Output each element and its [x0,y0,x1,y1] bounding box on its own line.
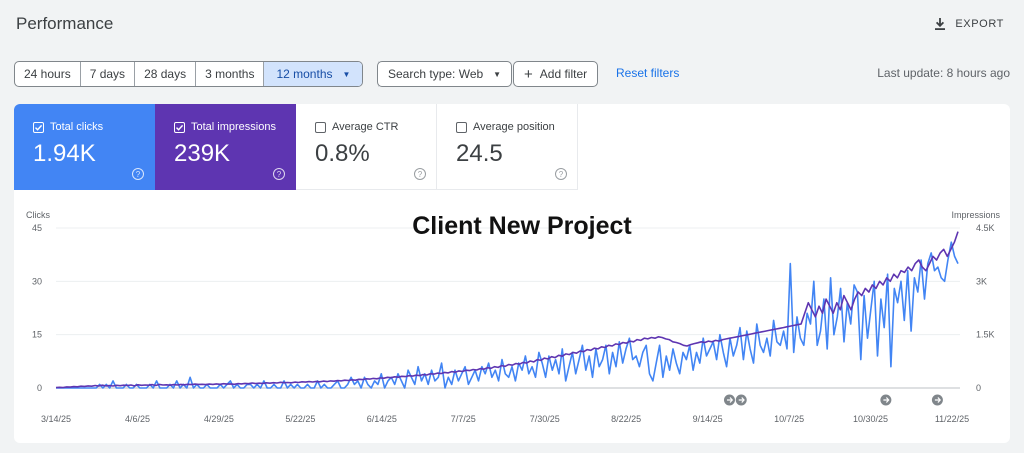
x-tick-label: 5/22/25 [285,414,315,424]
metric-average-position[interactable]: Average position 24.5 ? [437,104,578,190]
caret-down-icon: ▼ [493,69,502,79]
x-tick-label: 10/7/25 [774,414,804,424]
caret-down-icon: ▼ [342,69,351,79]
range-7-days[interactable]: 7 days [81,62,136,86]
x-tick-label: 7/30/25 [530,414,560,424]
series-line-impressions [55,231,959,389]
help-icon[interactable]: ? [414,168,426,180]
x-tick-label: 8/22/25 [611,414,641,424]
help-icon[interactable]: ? [273,168,285,180]
page-title: Performance [16,14,114,33]
note-icon [726,397,734,403]
toolbar: 24 hours 7 days 28 days 3 months 12 mont… [14,61,1010,87]
reset-filters-link[interactable]: Reset filters [616,66,680,80]
metric-value: 239K [174,140,231,167]
range-24-hours[interactable]: 24 hours [15,62,81,86]
help-icon[interactable]: ? [555,168,567,180]
right-axis-label: Impressions [951,210,1000,220]
y2-tick-label: 3K [976,276,987,286]
x-tick-label: 4/29/25 [204,414,234,424]
y2-tick-label: 0 [976,383,981,393]
search-type-label: Search type: Web [388,67,484,81]
checkbox-checked-icon[interactable] [174,121,185,133]
search-type-dropdown[interactable]: Search type: Web ▼ [377,61,513,87]
y2-tick-label: 4.5K [976,223,995,233]
checkbox-unchecked-icon[interactable] [315,121,326,133]
note-icon [738,397,745,403]
note-icon [883,397,890,403]
metric-total-impressions[interactable]: Total impressions 239K ? [155,104,296,190]
metric-value: 24.5 [456,140,503,167]
add-filter-button[interactable]: + Add filter [513,61,599,87]
x-tick-label: 10/30/25 [853,414,888,424]
x-tick-label: 3/14/25 [41,414,71,424]
x-tick-label: 9/14/25 [693,414,723,424]
y-tick-label: 30 [32,276,42,286]
date-range-selector: 24 hours 7 days 28 days 3 months 12 mont… [14,61,364,87]
performance-card: Total clicks 1.94K ? Total impressions 2… [14,104,1010,443]
range-12-months-label: 12 months [276,67,333,81]
export-label: EXPORT [955,18,1004,30]
range-12-months[interactable]: 12 months ▼ [264,62,363,86]
left-axis-label: Clicks [26,210,50,220]
range-3-months[interactable]: 3 months [196,62,265,86]
y2-tick-label: 1.5K [976,330,995,340]
x-tick-label: 7/7/25 [451,414,476,424]
x-tick-label: 11/22/25 [935,414,969,424]
metric-total-clicks[interactable]: Total clicks 1.94K ? [14,104,155,190]
help-icon[interactable]: ? [132,168,144,180]
metric-label: Average CTR [332,121,399,133]
note-icon [934,397,942,403]
metric-value: 0.8% [315,140,370,167]
metric-average-ctr[interactable]: Average CTR 0.8% ? [296,104,437,190]
metric-label: Total impressions [191,121,276,133]
last-update-text: Last update: 8 hours ago [877,66,1010,80]
y-tick-label: 15 [32,330,42,340]
metric-value: 1.94K [33,140,96,167]
range-28-days[interactable]: 28 days [135,62,197,86]
x-tick-label: 6/14/25 [367,414,397,424]
metric-label: Average position [473,121,555,133]
checkbox-checked-icon[interactable] [33,121,44,133]
header: Performance EXPORT [16,12,1008,38]
y-tick-label: 0 [37,383,42,393]
add-filter-label: Add filter [539,67,588,81]
download-icon [935,18,946,30]
y-tick-label: 45 [32,223,42,233]
performance-chart: Clicks Impressions 45 4.5K 30 3K 15 1.5K 0 0 3/14/… [26,210,1001,424]
checkbox-unchecked-icon[interactable] [456,121,467,133]
metric-label: Total clicks [50,121,104,133]
plus-icon: + [524,65,533,83]
x-tick-label: 4/6/25 [125,414,150,424]
export-button[interactable]: EXPORT [933,12,1004,36]
